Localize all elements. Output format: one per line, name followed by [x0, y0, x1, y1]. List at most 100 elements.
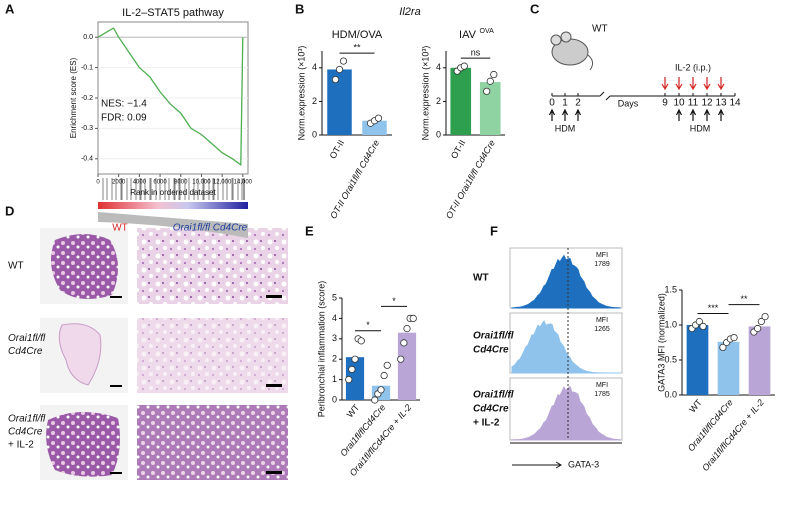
y-tick-label: 2	[436, 96, 441, 106]
hdm-label: HDM	[555, 123, 576, 133]
y-tick-label: 1.5	[664, 284, 677, 294]
day-label: 11	[688, 98, 699, 109]
sig-label: *	[392, 296, 396, 306]
data-point	[719, 343, 727, 351]
sig-label: ***	[708, 303, 719, 313]
y-tick-label: 4	[436, 62, 441, 72]
panel-label: E	[305, 223, 314, 238]
data-point	[695, 317, 703, 326]
group-label: WT	[112, 223, 128, 234]
hdm-label: HDM	[690, 123, 711, 133]
x-axis-label: Rank in ordered dataset	[130, 188, 216, 197]
row-label: WT	[8, 261, 24, 272]
y-tick-label: 2	[332, 354, 337, 364]
y-axis-label: Peribronchial inflammation (score)	[316, 281, 326, 418]
axis-label: Days	[618, 98, 639, 108]
y-tick-label: 0.0	[664, 389, 677, 399]
x-tick-label: Orai1fl/flCd4Cre + IL-2	[700, 397, 766, 473]
sig-label: *	[366, 320, 370, 330]
il2-arrow	[717, 77, 725, 91]
day-label: 13	[715, 98, 727, 109]
panel-label: D	[5, 203, 14, 218]
data-point	[345, 375, 353, 384]
x-tick-label: 4000	[133, 180, 147, 186]
day-label: 9	[662, 98, 668, 109]
data-point	[374, 114, 383, 122]
data-point	[348, 365, 356, 373]
axis-arrow	[512, 461, 562, 469]
ranked-metric	[98, 212, 248, 238]
data-point	[486, 77, 494, 85]
data-point	[335, 65, 344, 74]
y-axis-label: GATA3 MFI (normalized)	[656, 293, 666, 392]
x-tick-label: 14,000	[234, 180, 253, 186]
bar	[748, 326, 771, 395]
row-label: Orai1fl/fl	[473, 331, 514, 342]
row-label: Cd4Cre	[8, 346, 43, 357]
data-point	[351, 355, 359, 363]
data-point	[383, 361, 391, 369]
chart-title: IL-2–STAT5 pathway	[122, 7, 224, 19]
row-label: Cd4Cre	[8, 427, 43, 438]
data-point	[380, 371, 388, 380]
hdm-arrow	[703, 108, 711, 121]
bar	[327, 69, 352, 135]
bar	[479, 82, 501, 135]
rank-bar	[98, 202, 248, 209]
histology-images	[40, 228, 288, 480]
x-axis-label: GATA-3	[568, 459, 599, 469]
mfi-value: 1785	[594, 391, 610, 398]
day-label: 12	[701, 98, 713, 109]
y-axis-label: Norm.expression (×10³)	[420, 46, 430, 141]
group-label: Orai1fl/fl Cd4Cre	[173, 223, 248, 234]
row-label: Orai1fl/fl	[8, 414, 46, 425]
sig-label: ns	[471, 47, 481, 57]
y-tick-label: 0.5	[664, 354, 677, 364]
row-label: Cd4Cre	[473, 345, 509, 356]
x-tick-label: WT	[345, 402, 362, 420]
hdm-arrow	[561, 108, 569, 121]
hdm-arrow	[689, 108, 697, 121]
y-tick-label: 1	[332, 374, 337, 384]
panel-label: C	[530, 1, 540, 16]
data-point	[754, 324, 762, 333]
y-tick-label: 0	[436, 129, 441, 139]
y-tick-label: 5	[332, 292, 337, 302]
chart-title: IAV	[459, 29, 477, 41]
x-tick-label: 10,000	[192, 180, 211, 186]
row-label: + IL-2	[473, 418, 500, 429]
day-label: 1	[562, 98, 568, 109]
y-tick-label: 0	[332, 394, 337, 404]
hdm-arrow	[675, 108, 683, 121]
y-tick-label: 2	[312, 96, 317, 106]
data-point	[460, 62, 468, 70]
row-label: Orai1fl/fl	[473, 390, 514, 401]
bar	[450, 67, 472, 135]
y-tick-label: -0.2	[81, 95, 93, 102]
annotation: FDR: 0.09	[101, 113, 147, 124]
il2-arrow	[689, 77, 697, 91]
y-axis-label: Norm.expression (×10³)	[296, 46, 306, 141]
bar	[397, 332, 417, 400]
x-tick-label: OT-II	[449, 138, 468, 160]
data-point	[397, 355, 405, 363]
data-point	[730, 333, 738, 342]
panel-label: F	[490, 223, 498, 238]
data-point	[699, 322, 707, 330]
histogram	[511, 385, 621, 441]
y-tick-label: 0	[312, 129, 317, 139]
axis-break	[599, 91, 660, 101]
il2-arrow	[675, 77, 683, 91]
y-tick-label: 1.0	[664, 319, 677, 329]
chart-title-sup: OVA	[480, 28, 495, 35]
hdm-arrow	[548, 108, 556, 121]
row-label: WT	[473, 273, 489, 284]
x-tick-label: WT	[687, 397, 704, 415]
data-point	[490, 70, 498, 79]
y-tick-label: 3	[332, 333, 337, 343]
data-point	[371, 396, 379, 404]
sig-label: **	[353, 42, 361, 52]
sig-label: **	[740, 294, 748, 304]
il2-arrow	[661, 77, 669, 91]
